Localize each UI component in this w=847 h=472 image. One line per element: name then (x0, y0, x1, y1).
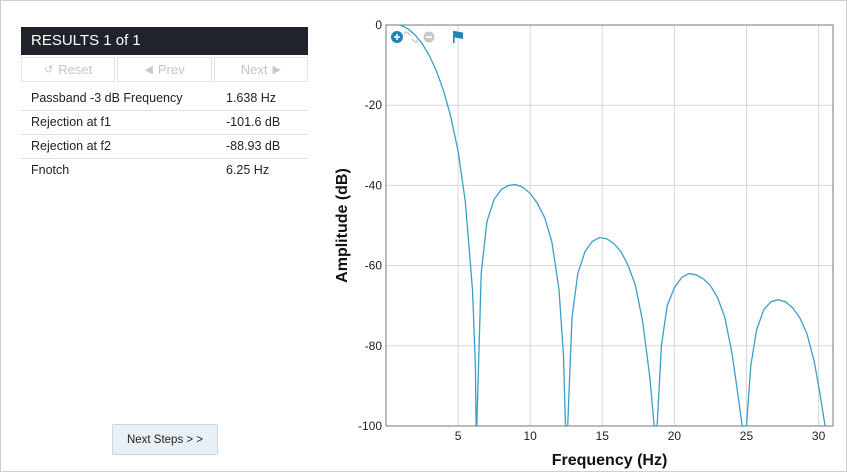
x-tick-label: 20 (668, 429, 682, 443)
result-value: 1.638 Hz (226, 86, 308, 111)
result-value: -88.93 dB (226, 134, 308, 159)
reset-label: Reset (58, 62, 93, 77)
next-button[interactable]: Next ▶ (213, 57, 308, 82)
y-tick-label: -100 (358, 419, 382, 433)
series-line (400, 24, 826, 427)
x-tick-label: 30 (812, 429, 826, 443)
zoom-in-icon[interactable] (391, 31, 403, 43)
x-axis-title: Frequency (Hz) (552, 452, 668, 469)
chart-toolbar (391, 31, 463, 43)
result-value: -101.6 dB (226, 110, 308, 135)
result-value: 6.25 Hz (226, 163, 270, 178)
chart-grid (386, 24, 833, 427)
flag-icon[interactable] (453, 31, 463, 43)
y-tick-label: -80 (365, 339, 383, 353)
amplitude-chart[interactable]: 0 -20 -40 -60 -80 -100 5 10 15 20 25 30 Frequency (… (321, 1, 841, 472)
result-label: Rejection at f1 (21, 110, 226, 135)
next-label: Next (240, 62, 268, 77)
reset-icon: ↺ (44, 64, 54, 76)
zoom-out-icon[interactable] (423, 31, 435, 43)
table-row: Rejection at f2 -88.93 dB (21, 134, 308, 159)
result-label: Fnotch (31, 163, 70, 178)
table-row: Fnotch 6.25 Hz (21, 158, 308, 182)
result-label: Rejection at f2 (21, 134, 226, 159)
table-row: Rejection at f1 -101.6 dB (21, 110, 308, 135)
fit-icon[interactable] (404, 31, 418, 43)
y-tick-label: 0 (375, 18, 382, 32)
result-label: Passband -3 dB Frequency (21, 86, 226, 111)
chart-tick-labels: 0 -20 -40 -60 -80 -100 5 10 15 20 25 30 (358, 18, 826, 443)
results-nav: ↺ Reset ◀ Prev Next ▶ (21, 57, 308, 82)
chart-axes (385, 24, 834, 427)
reset-button[interactable]: ↺ Reset (21, 57, 116, 82)
table-row: Passband -3 dB Frequency 1.638 Hz (21, 86, 308, 111)
x-tick-label: 5 (455, 429, 462, 443)
y-tick-label: -60 (365, 259, 383, 273)
prev-icon: ◀ (144, 64, 153, 76)
next-icon: ▶ (272, 64, 281, 76)
results-panel: RESULTS 1 of 1 ↺ Reset ◀ Prev Next ▶ Pas… (21, 27, 308, 182)
x-tick-label: 10 (524, 429, 538, 443)
results-table: Passband -3 dB Frequency 1.638 Hz Reject… (21, 86, 308, 182)
results-header: RESULTS 1 of 1 (21, 27, 308, 55)
x-tick-label: 15 (596, 429, 610, 443)
next-steps-button[interactable]: Next Steps > > (112, 424, 218, 455)
prev-label: Prev (157, 62, 185, 77)
y-axis-title: Amplitude (dB) (334, 168, 351, 283)
y-tick-label: -20 (365, 98, 383, 112)
x-tick-label: 25 (740, 429, 754, 443)
prev-button[interactable]: ◀ Prev (117, 57, 212, 82)
y-tick-label: -40 (365, 178, 383, 192)
plot-frame (385, 24, 834, 427)
